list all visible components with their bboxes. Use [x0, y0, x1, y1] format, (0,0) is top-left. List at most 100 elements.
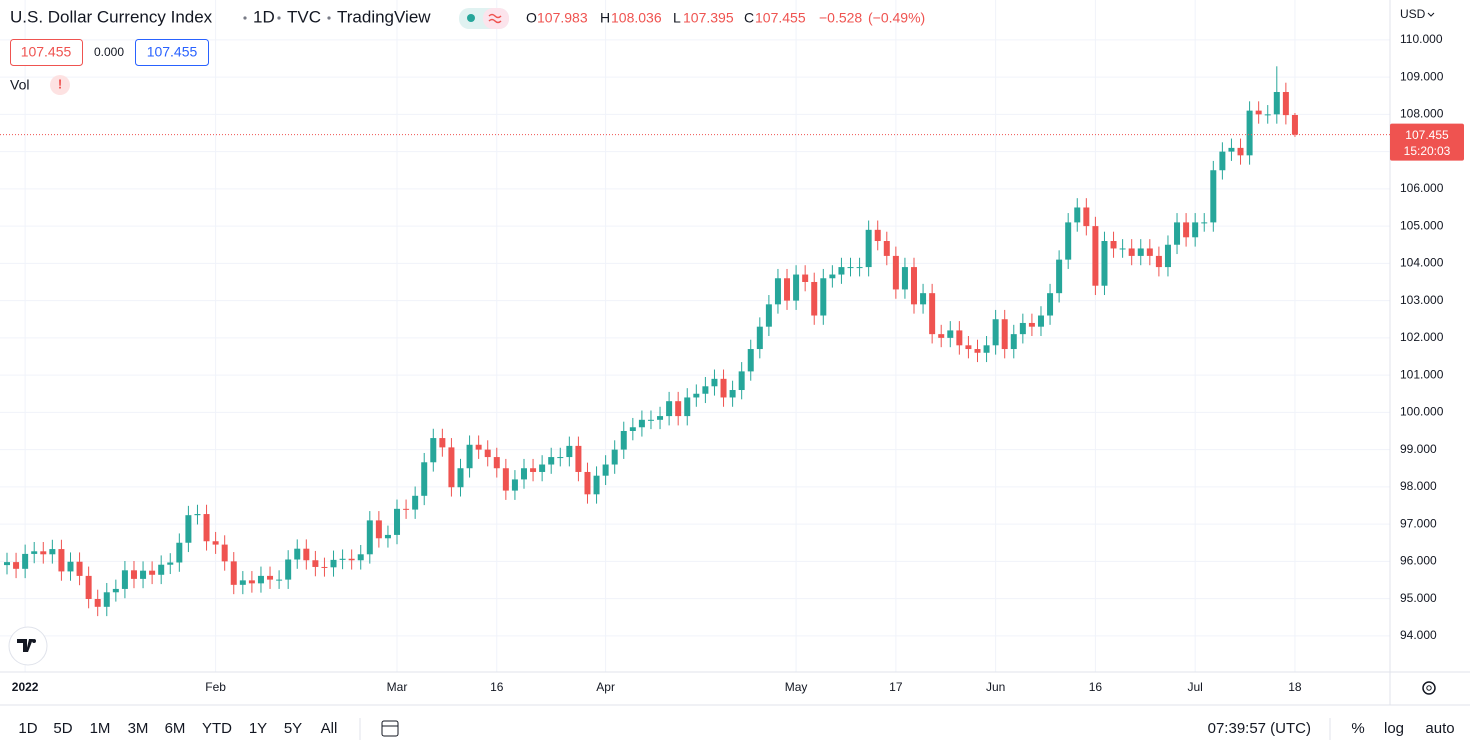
- candle-body: [956, 330, 963, 346]
- candle-body: [1201, 222, 1208, 224]
- range-button[interactable]: YTD: [202, 720, 232, 737]
- candle-body: [239, 580, 246, 585]
- range-button[interactable]: 5Y: [284, 720, 302, 737]
- candle-body: [294, 548, 301, 560]
- range-button[interactable]: 1M: [90, 720, 111, 737]
- candle-body: [765, 304, 772, 327]
- x-tick-label: Jun: [986, 680, 1005, 694]
- y-tick-label: 110.000: [1400, 32, 1443, 46]
- status-pill-right: [483, 8, 509, 29]
- candle-body: [493, 457, 500, 469]
- candle-body: [593, 475, 600, 495]
- candle-body: [901, 267, 908, 290]
- candle-body: [965, 345, 972, 350]
- candle-body: [1128, 248, 1135, 256]
- calendar-icon[interactable]: [381, 720, 399, 737]
- y-tick-label: 101.000: [1400, 367, 1444, 381]
- candle-body: [657, 416, 664, 420]
- candles: [4, 66, 1298, 617]
- candle-body: [847, 267, 854, 269]
- log-toggle[interactable]: log: [1384, 720, 1404, 737]
- clock[interactable]: 07:39:57 (UTC): [1208, 720, 1311, 737]
- x-tick-label: Feb: [205, 680, 226, 694]
- candle-body: [702, 386, 709, 394]
- x-tick-label: Mar: [387, 680, 408, 694]
- candle-body: [13, 562, 20, 569]
- candle-body: [484, 449, 491, 458]
- candle-body: [303, 548, 310, 561]
- candle-body: [1273, 92, 1280, 115]
- candle-body: [403, 508, 410, 510]
- candle-body: [530, 468, 537, 472]
- bid: 107.455: [21, 44, 72, 60]
- candle-body: [194, 514, 201, 516]
- candle-body: [85, 575, 92, 599]
- candle-body: [584, 471, 591, 495]
- candle-body: [1174, 222, 1181, 245]
- ohlc-letter: C: [744, 10, 754, 26]
- candle-body: [330, 559, 337, 568]
- range-toolbar: 1D 5D 1M 3M 6M YTD 1Y 5Y All: [18, 720, 337, 737]
- x-tick-label: 2022: [12, 680, 39, 694]
- percent-toggle[interactable]: %: [1351, 720, 1364, 737]
- candle-body: [1119, 248, 1126, 250]
- candle-body: [375, 520, 382, 539]
- range-button[interactable]: 1D: [18, 720, 37, 737]
- ask: 107.455: [147, 44, 198, 60]
- ohlc-letter: O: [526, 10, 537, 26]
- y-tick-label: 94.000: [1400, 628, 1437, 642]
- candle-body: [285, 559, 292, 580]
- range-button[interactable]: 1Y: [249, 720, 267, 737]
- candle-body: [756, 326, 763, 350]
- candle-body: [784, 278, 791, 301]
- ohlc-letter: L: [673, 10, 681, 26]
- candle-body: [883, 241, 890, 256]
- ohlc-low: 107.395: [683, 10, 734, 26]
- candle-body: [121, 570, 128, 589]
- x-tick-label: 16: [490, 680, 504, 694]
- ohlc-open: 107.983: [537, 10, 588, 26]
- candle-body: [729, 390, 736, 398]
- y-tick-label: 104.000: [1400, 256, 1444, 270]
- settings-icon[interactable]: [1422, 681, 1436, 695]
- candle-body: [103, 592, 110, 607]
- candle-body: [203, 514, 210, 542]
- last-price-label: 107.455: [1405, 128, 1449, 142]
- candle-body: [938, 334, 945, 338]
- candle-body: [720, 378, 727, 398]
- candle-body: [149, 570, 156, 575]
- candle-body: [820, 278, 827, 316]
- candle-body: [348, 558, 355, 561]
- warning-badge[interactable]: [50, 75, 70, 95]
- y-tick-label: 105.000: [1400, 218, 1444, 232]
- separator: [277, 16, 281, 20]
- range-button[interactable]: 3M: [128, 720, 149, 737]
- candle-body: [1264, 114, 1271, 116]
- y-tick-label: 99.000: [1400, 442, 1437, 456]
- candle-body: [439, 438, 446, 448]
- sell-box[interactable]: [10, 39, 83, 66]
- candle-body: [457, 468, 464, 488]
- delayed-icon: [488, 13, 502, 24]
- buy-box[interactable]: [135, 39, 209, 66]
- candle-body: [1282, 92, 1289, 116]
- logo-dot: [32, 639, 36, 643]
- candle-body: [1228, 147, 1235, 152]
- range-button[interactable]: All: [321, 720, 338, 737]
- candle-body: [675, 401, 682, 417]
- range-button[interactable]: 5D: [53, 720, 72, 737]
- candle-body: [448, 447, 455, 488]
- candle-body: [176, 542, 183, 563]
- source: TradingView: [337, 7, 431, 26]
- y-tick-label: 102.000: [1400, 330, 1444, 344]
- currency[interactable]: USD: [1400, 7, 1426, 21]
- candle-body: [548, 457, 555, 465]
- candle-body: [711, 378, 718, 387]
- candle-body: [693, 393, 700, 398]
- y-tick-label: 108.000: [1400, 107, 1444, 121]
- y-tick-label: 98.000: [1400, 479, 1437, 493]
- auto-toggle[interactable]: auto: [1425, 720, 1454, 737]
- range-button[interactable]: 6M: [165, 720, 186, 737]
- candle-body: [983, 345, 990, 353]
